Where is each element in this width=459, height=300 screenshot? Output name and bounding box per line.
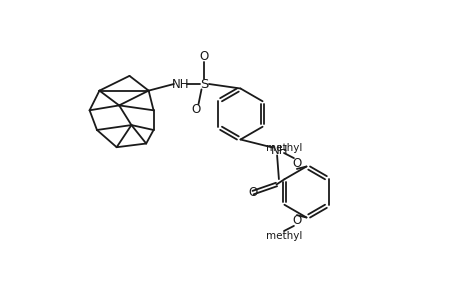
Text: NH: NH: [171, 77, 189, 91]
Text: O: O: [248, 186, 257, 199]
Text: O: O: [190, 103, 200, 116]
Text: methyl: methyl: [265, 231, 302, 242]
Text: O: O: [291, 214, 301, 227]
Text: NH: NH: [270, 143, 288, 157]
Text: S: S: [200, 77, 208, 91]
Text: O: O: [200, 50, 209, 64]
Text: methyl: methyl: [265, 142, 302, 153]
Text: O: O: [291, 157, 301, 170]
